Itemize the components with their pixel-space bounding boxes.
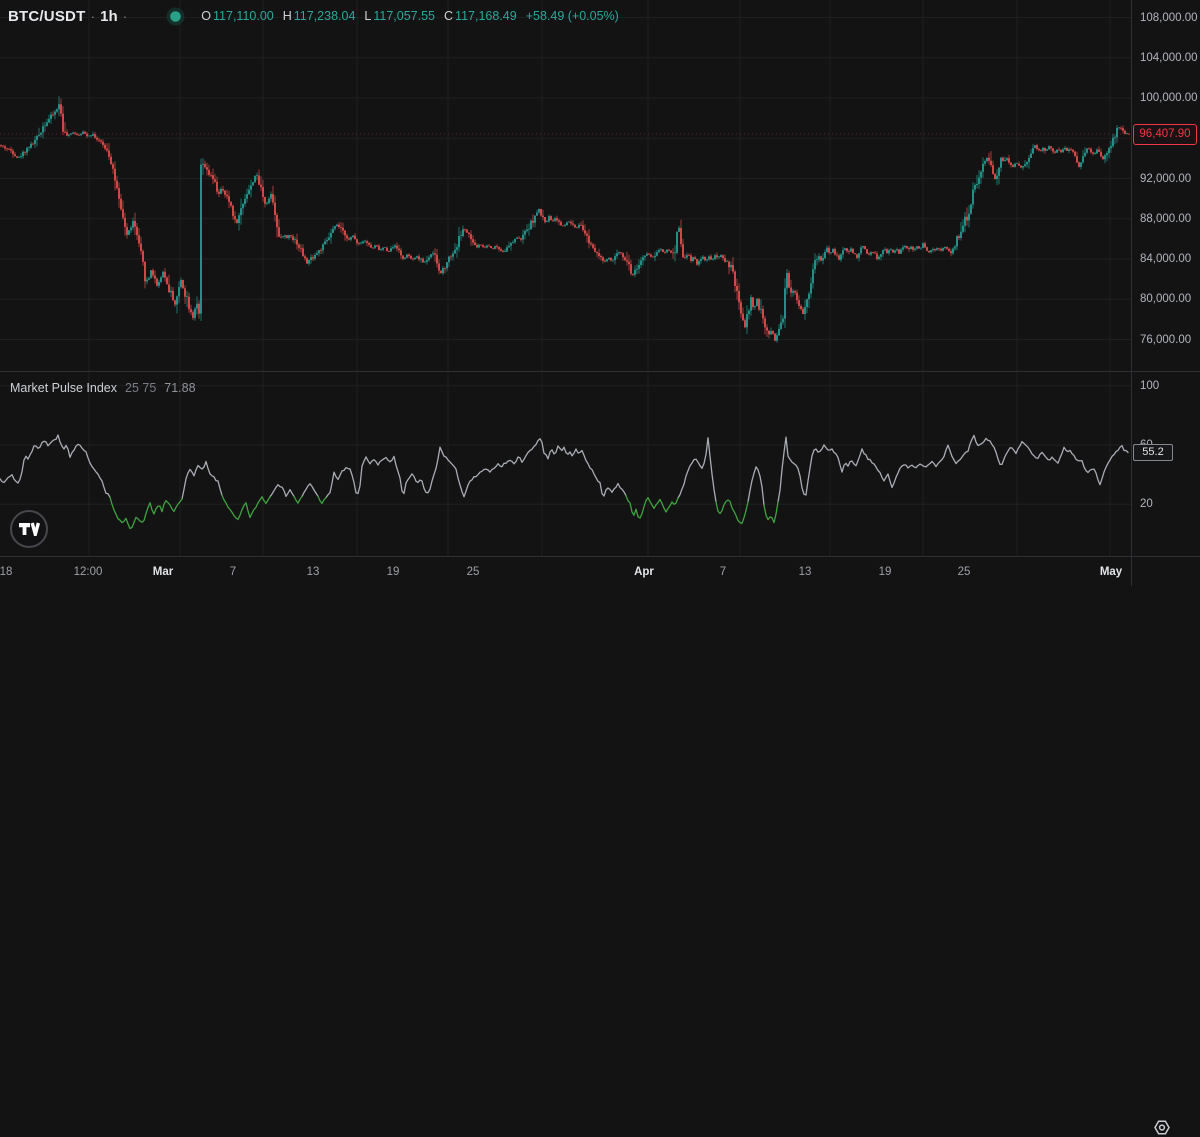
tradingview-mark-icon: [19, 522, 40, 536]
x-axis-tick: 25: [466, 566, 480, 578]
indicator-name[interactable]: Market Pulse Index: [10, 381, 117, 395]
price-axis[interactable]: 206010076,000.0080,000.0084,000.0088,000…: [1131, 0, 1200, 556]
y-axis-tick: 100,000.00: [1140, 92, 1198, 104]
open-value: 117,110.00: [213, 9, 274, 23]
x-axis-tick: 13: [306, 566, 320, 578]
indicator-params: 25 75: [125, 381, 157, 395]
x-axis-tick: 12:00: [73, 566, 103, 578]
y-axis-tick: 104,000.00: [1140, 51, 1198, 64]
high-label: H: [282, 9, 292, 23]
low-label: L: [364, 9, 372, 23]
ohlc-readout: O 117,110.00 H 117,238.04 L 117,057.55 C 117…: [201, 9, 619, 23]
x-axis-tick: 19: [878, 566, 892, 578]
indicator-legend[interactable]: Market Pulse Index 25 75 71.88: [10, 381, 196, 395]
symbol-header: BTC/USDT · 1h · O 117,110.00 H 117,238.04 …: [8, 5, 619, 27]
x-axis-tick: 7: [719, 566, 727, 578]
tradingview-logo[interactable]: [10, 510, 48, 548]
y-axis-tick: 100: [1140, 379, 1160, 392]
x-axis-tick: 7: [229, 566, 237, 578]
indicator-value-badge: 55.2: [1133, 444, 1173, 461]
last-price-badge: 96,407.90: [1133, 124, 1197, 145]
indicator-value: 71.88: [164, 381, 196, 395]
x-axis-tick: May: [1099, 566, 1123, 578]
close-value: 117,168.49: [455, 9, 517, 23]
y-axis-tick: 92,000.00: [1140, 172, 1192, 185]
time-axis[interactable]: 18 12:00 Mar 7 13 19 25 Apr 7 13 19 25 May: [0, 557, 1200, 1135]
y-axis-tick: 108,000.00: [1140, 11, 1198, 24]
chart-canvas[interactable]: [0, 0, 1200, 586]
open-label: O: [201, 9, 212, 23]
y-axis-tick: 76,000.00: [1140, 333, 1192, 346]
high-value: 117,238.04: [293, 9, 356, 23]
separator-dot: ·: [90, 8, 96, 24]
interval-label[interactable]: 1h: [100, 7, 118, 25]
y-axis-tick: 20: [1140, 498, 1153, 511]
y-axis-tick: 80,000.00: [1140, 293, 1192, 306]
x-axis-tick: 18: [0, 566, 13, 578]
source-dot-icon: [166, 7, 185, 25]
x-axis-tick: Mar: [152, 566, 174, 578]
symbol-name[interactable]: BTC/USDT: [8, 7, 86, 25]
y-axis-tick: 84,000.00: [1140, 253, 1192, 265]
x-axis-tick: 19: [386, 566, 400, 578]
x-axis-tick: 25: [957, 566, 971, 578]
separator-dot: ·: [122, 8, 128, 24]
x-axis-tick: Apr: [634, 566, 654, 578]
x-axis-tick: 13: [798, 566, 812, 578]
change-value: +58.49 (+0.05%): [525, 9, 619, 23]
y-axis-tick: 88,000.00: [1140, 212, 1192, 225]
close-label: C: [444, 9, 454, 23]
low-value: 117,057.55: [373, 9, 436, 23]
hexagon-settings-icon[interactable]: [1152, 1118, 1172, 1137]
